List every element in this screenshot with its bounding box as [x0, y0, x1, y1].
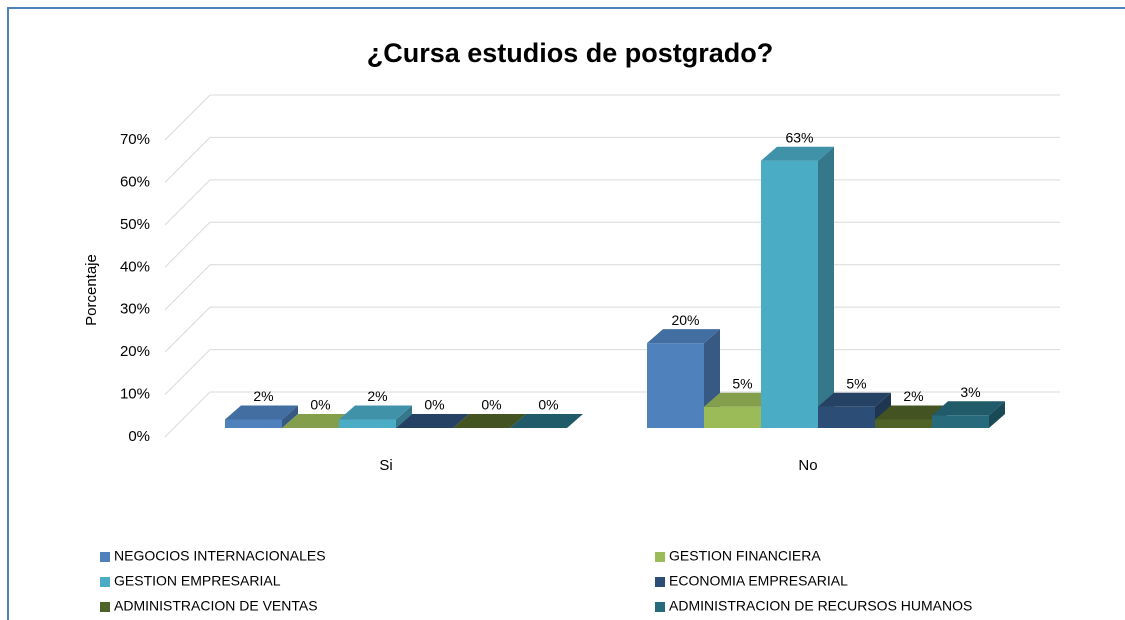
value-label: 2% [253, 388, 273, 404]
value-label: 63% [785, 129, 813, 145]
value-label: 5% [846, 375, 866, 391]
grid-line [164, 136, 1060, 183]
bar-top [225, 405, 298, 420]
bar-side [396, 405, 412, 428]
y-tick-label: 20% [120, 343, 150, 360]
y-tick-label: 50% [120, 216, 150, 233]
bar-front [225, 419, 282, 428]
legend-label: ADMINISTRACION DE RECURSOS HUMANOS [669, 598, 972, 614]
legend-swatch [100, 602, 110, 612]
bar-top [704, 392, 777, 407]
bar [818, 392, 891, 428]
legend-swatch [655, 602, 665, 612]
bar-front [761, 160, 818, 428]
value-label: 20% [671, 312, 699, 328]
value-label: 0% [481, 397, 501, 413]
chart-title: ¿Cursa estudios de postgrado? [367, 38, 774, 68]
y-tick-label: 70% [120, 131, 150, 148]
bar [704, 392, 777, 428]
bar [453, 414, 526, 428]
bar [510, 414, 583, 428]
bar-side [282, 405, 298, 428]
value-label: 0% [538, 397, 558, 413]
bar-top [875, 405, 948, 420]
value-label: 5% [732, 375, 752, 391]
y-axis-label: Porcentaje [83, 254, 100, 326]
bar-front [932, 415, 989, 428]
bar-top [396, 414, 469, 428]
legend-swatch [100, 552, 110, 562]
value-label: 2% [367, 388, 387, 404]
bar-front [818, 406, 875, 428]
bar-top [510, 414, 583, 428]
bar-front [704, 406, 761, 428]
x-tick-label: Si [379, 457, 392, 474]
value-label: 0% [424, 397, 444, 413]
y-tick-label: 0% [128, 428, 150, 445]
bar-top [282, 414, 355, 428]
legend-label: ADMINISTRACION DE VENTAS [114, 598, 318, 614]
bar [282, 414, 355, 428]
value-label: 0% [310, 397, 330, 413]
x-tick-label: No [798, 457, 817, 474]
bar [932, 401, 1005, 428]
bar [339, 405, 412, 428]
bar [396, 414, 469, 428]
bar-front [647, 343, 704, 428]
bar-front [875, 419, 932, 428]
y-tick-label: 40% [120, 258, 150, 275]
bar-top [932, 401, 1005, 416]
bar-top [339, 405, 412, 420]
y-tick-label: 10% [120, 386, 150, 403]
legend-swatch [655, 552, 665, 562]
bar-top [647, 329, 720, 344]
bar-top [453, 414, 526, 428]
legend-label: NEGOCIOS INTERNACIONALES [114, 548, 326, 564]
y-tick-label: 30% [120, 301, 150, 318]
y-tick-label: 60% [120, 173, 150, 190]
legend-swatch [655, 577, 665, 587]
bar-side [818, 146, 834, 428]
value-label: 3% [960, 384, 980, 400]
bar-top [761, 146, 834, 161]
legend-label: GESTION EMPRESARIAL [114, 573, 281, 589]
bar [225, 405, 298, 428]
grid-line [164, 94, 1060, 141]
legend-label: GESTION FINANCIERA [669, 548, 821, 564]
bar-front [339, 419, 396, 428]
chart-frame [7, 7, 1125, 620]
bar-top [818, 392, 891, 407]
legend-label: ECONOMIA EMPRESARIAL [669, 573, 848, 589]
legend-swatch [100, 577, 110, 587]
value-label: 2% [903, 388, 923, 404]
bar [761, 146, 834, 428]
bar-side [989, 401, 1005, 428]
